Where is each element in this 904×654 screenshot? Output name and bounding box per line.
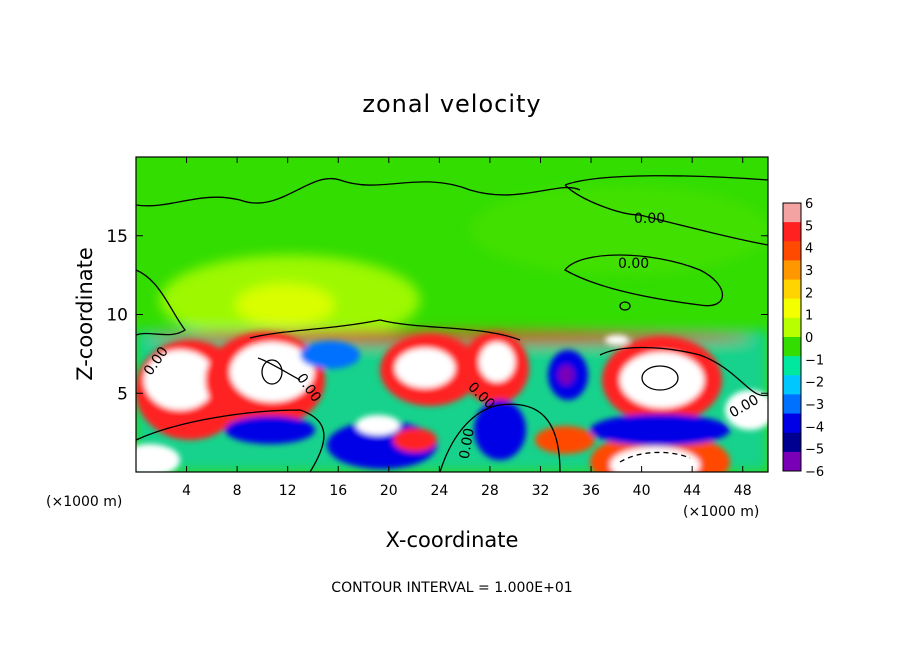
x-tick-label: 44	[683, 483, 701, 499]
contour-label: 0.00	[634, 211, 665, 227]
colorbar-swatch	[783, 317, 801, 338]
colorbar-swatch	[783, 298, 801, 319]
x-axis-ticks: 4 8 12 16 20 24 28 32 36 40 44 48	[182, 157, 752, 499]
colorbar-swatch	[783, 413, 801, 434]
x-tick-label: 28	[481, 483, 499, 499]
x-tick-label: 36	[582, 483, 600, 499]
colorbar-swatch	[783, 203, 801, 223]
colorbar-tick-label: −1	[805, 353, 824, 368]
x-tick-label: 32	[532, 483, 550, 499]
colorbar-swatch	[783, 222, 801, 242]
x-tick-label: 12	[279, 483, 297, 499]
x-tick-label: 24	[430, 483, 448, 499]
colorbar-swatch	[783, 375, 801, 395]
colorbar-swatch	[783, 356, 801, 376]
x-unit-left: (×1000 m)	[46, 494, 122, 510]
colorbar-tick-label: −2	[805, 376, 824, 391]
x-unit-right: (×1000 m)	[683, 504, 759, 520]
chart-title: zonal velocity	[362, 90, 541, 118]
colorbar: 6 5 4 3 2 1 0 −1 −2 −3 −4 −5 −6	[782, 197, 824, 480]
colorbar-tick-label: 2	[805, 286, 813, 301]
field-weak-positive-core	[235, 283, 335, 327]
x-tick-label: 48	[734, 483, 752, 499]
colorbar-tick-label: 3	[805, 264, 813, 279]
x-tick-label: 16	[329, 483, 347, 499]
colorbar-tick-label: 5	[805, 219, 813, 234]
colorbar-swatch	[783, 260, 801, 281]
field-upper-right	[470, 185, 768, 275]
contour-interval-note: CONTOUR INTERVAL = 1.000E+01	[331, 580, 572, 596]
plot-area: 0.00 0.00 0.00 0.00 0.00 0.00 0.00	[136, 157, 768, 472]
y-tick-label: 5	[117, 384, 128, 404]
colorbar-tick-label: 4	[805, 242, 813, 257]
x-tick-label: 40	[633, 483, 651, 499]
x-tick-label: 20	[380, 483, 398, 499]
y-axis-label: Z-coordinate	[73, 247, 97, 381]
x-tick-label: 4	[182, 483, 191, 499]
colorbar-tick-label: −4	[805, 420, 824, 435]
colorbar-swatch	[783, 394, 801, 415]
x-axis-label: X-coordinate	[386, 528, 519, 552]
colorbar-swatch	[783, 241, 801, 261]
colorbar-tick-label: −3	[805, 398, 824, 413]
contour-lines	[136, 175, 768, 472]
colorbar-tick-label: 6	[805, 197, 813, 212]
colorbar-tick-label: 1	[805, 309, 813, 324]
contour-label: 0.00	[618, 256, 649, 272]
y-tick-label: 15	[106, 227, 128, 247]
colorbar-swatch	[783, 279, 801, 300]
x-tick-label: 8	[233, 483, 242, 499]
colorbar-swatch	[783, 451, 801, 472]
colorbar-swatch	[783, 337, 801, 357]
y-tick-label: 10	[106, 306, 128, 326]
colorbar-frame	[782, 202, 802, 472]
y-axis-ticks: 5 10 15	[106, 227, 768, 404]
contour-label: 0.00	[457, 427, 478, 460]
colorbar-tick-label: 0	[805, 331, 813, 346]
colorbar-tick-label: −6	[805, 465, 824, 480]
colorbar-swatch	[783, 432, 801, 453]
colorbar-tick-label: −5	[805, 443, 824, 458]
